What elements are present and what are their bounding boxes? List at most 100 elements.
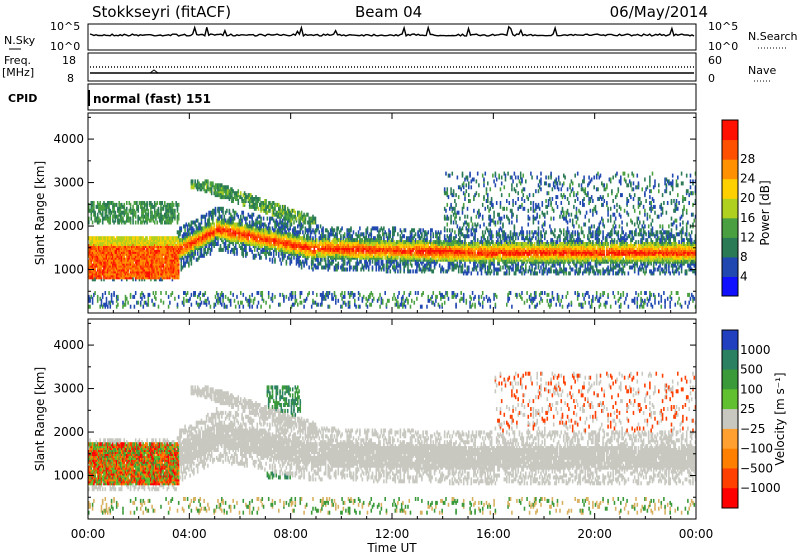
echo-cell	[288, 296, 290, 301]
echo-cell	[199, 296, 202, 301]
echo-cell	[115, 253, 118, 258]
echo-cell	[133, 212, 136, 217]
echo-cell	[89, 304, 91, 309]
echo-cell	[119, 218, 122, 223]
echo-cell	[310, 304, 313, 309]
echo-cell	[105, 296, 108, 301]
echo-cell	[318, 230, 321, 235]
echo-cell	[240, 214, 242, 219]
echo-cell	[362, 294, 365, 299]
echo-cell	[274, 294, 276, 299]
echo-cell	[98, 259, 100, 264]
echo-cell	[96, 220, 99, 225]
date-label: 06/May/2014	[610, 3, 708, 21]
echo-cell	[132, 236, 134, 241]
echo-cell	[253, 247, 256, 252]
echo-cell	[133, 271, 136, 276]
echo-cell	[100, 302, 103, 307]
echo-cell	[188, 261, 190, 266]
echo-cell	[129, 240, 132, 245]
echo-cell	[236, 294, 238, 299]
echo-cell	[269, 226, 271, 231]
echo-cell	[155, 296, 157, 301]
echo-cell	[384, 291, 386, 295]
echo-cell	[103, 216, 105, 221]
echo-cell	[134, 236, 137, 241]
echo-cell	[90, 204, 93, 209]
echo-cell	[257, 206, 260, 211]
echo-cell	[126, 236, 128, 241]
echo-cell	[91, 273, 94, 278]
echo-cell	[122, 204, 124, 209]
echo-cell	[108, 265, 110, 270]
echo-cell	[94, 210, 96, 215]
echo-cell	[222, 292, 224, 297]
echo-cell	[217, 292, 219, 297]
echo-cell	[412, 269, 414, 274]
echo-cell	[91, 220, 94, 225]
echo-cell	[131, 236, 133, 241]
echo-cell	[126, 201, 128, 205]
echo-cell	[157, 304, 160, 309]
echo-cell	[269, 304, 271, 309]
echo-cell	[397, 232, 399, 237]
echo-cell	[157, 206, 160, 211]
noise-right-label: N.Search	[748, 30, 798, 43]
echo-cell	[414, 232, 417, 237]
echo-cell	[127, 236, 129, 241]
echo-cell	[294, 294, 297, 299]
echo-cell	[232, 292, 234, 297]
echo-cell	[104, 251, 107, 256]
echo-cell	[319, 261, 322, 266]
echo-cell	[132, 208, 134, 213]
echo-cell	[265, 300, 267, 305]
echo-cell	[153, 302, 156, 307]
echo-cell	[142, 304, 145, 309]
echo-cell	[113, 247, 115, 252]
echo-cell	[104, 291, 107, 295]
echo-cell	[345, 302, 347, 307]
echo-cell	[136, 204, 138, 209]
echo-cell	[370, 302, 373, 307]
echo-cell	[365, 234, 367, 239]
echo-cell	[90, 208, 93, 213]
echo-cell	[356, 267, 359, 272]
echo-cell	[133, 208, 136, 213]
echo-cell	[161, 201, 164, 205]
echo-cell	[251, 304, 253, 309]
echo-cell	[105, 267, 108, 272]
echo-cell	[385, 302, 388, 307]
echo-cell	[303, 304, 305, 309]
echo-cell	[414, 291, 417, 295]
echo-cell	[321, 300, 323, 305]
echo-cell	[184, 228, 186, 233]
echo-cell	[113, 212, 115, 217]
echo-cell	[242, 304, 245, 309]
echo-cell	[378, 259, 380, 264]
echo-cell	[99, 206, 101, 211]
echo-cell	[91, 206, 94, 211]
echo-cell	[132, 277, 134, 282]
echo-cell	[96, 204, 99, 209]
echo-cell	[113, 202, 115, 207]
echo-cell	[213, 222, 215, 227]
echo-cell	[300, 291, 303, 295]
echo-cell	[246, 216, 248, 221]
echo-cell	[88, 216, 90, 221]
echo-cell	[136, 236, 138, 241]
echo-cell	[271, 257, 274, 262]
echo-cell	[177, 212, 180, 217]
echo-cell	[409, 291, 412, 295]
echo-cell	[343, 232, 346, 237]
echo-cell	[380, 236, 383, 241]
echo-cell	[191, 179, 194, 184]
echo-cell	[385, 232, 388, 237]
echo-cell	[107, 236, 109, 241]
echo-cell	[136, 201, 138, 205]
echo-cell	[232, 242, 234, 246]
echo-cell	[241, 222, 243, 227]
echo-cell	[221, 214, 223, 219]
echo-cell	[379, 292, 381, 297]
echo-cell	[337, 226, 340, 231]
